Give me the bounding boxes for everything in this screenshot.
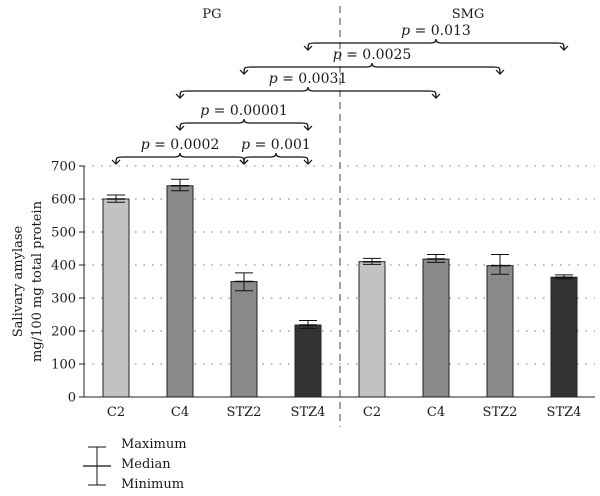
y-axis-label-line-1: Salivary amylase <box>11 225 26 337</box>
y-tick-label-700: 700 <box>51 160 76 175</box>
error-bars <box>107 178 573 329</box>
x-tick-label-7: STZ4 <box>547 405 582 420</box>
comparison-bracket-0: p = 0.0002 <box>111 137 249 165</box>
p-value-label-0: p = 0.0002 <box>141 137 220 153</box>
comparison-bracket-2: p = 0.00001 <box>175 103 313 131</box>
y-tick-label-300: 300 <box>51 292 76 307</box>
bar-3-stz4 <box>294 324 322 398</box>
p-value-label-2: p = 0.00001 <box>200 103 288 119</box>
significance-brackets: p = 0.0002 p = 0.001 p = 0.00001 p = 0.0031… <box>111 23 569 165</box>
x-tick-label-3: STZ4 <box>291 405 326 420</box>
error-bar-7 <box>555 274 573 280</box>
comparison-bracket-3: p = 0.0031 <box>175 71 441 99</box>
x-tick-label-4: C2 <box>363 405 381 420</box>
p-value-label-5: p = 0.013 <box>401 23 471 39</box>
bar-6-stz2 <box>486 265 514 398</box>
legend-error-bar-key <box>83 446 111 486</box>
comparison-bracket-5: p = 0.013 <box>303 23 569 51</box>
error-bar-2 <box>235 272 253 292</box>
bar-1-c4 <box>166 185 194 398</box>
x-tick-label-2: STZ2 <box>227 405 262 420</box>
legend-maximum: Maximum <box>121 437 187 452</box>
bars <box>102 185 578 398</box>
group-label-smg: SMG <box>452 7 485 22</box>
axis-labels: 0 100 200 300 400 500 600 700 PG SMG C2 C4 STZ2 STZ4 C… <box>11 7 581 420</box>
group-label-pg: PG <box>202 7 221 22</box>
y-tick-label-400: 400 <box>51 259 76 274</box>
y-tick-label-0: 0 <box>68 391 76 406</box>
p-value-label-3: p = 0.0031 <box>269 71 348 87</box>
axes <box>79 6 595 427</box>
x-tick-label-5: C4 <box>427 405 445 420</box>
y-tick-label-100: 100 <box>51 358 76 373</box>
y-axis-label-line-2: mg/100 mg total protein <box>30 200 45 362</box>
x-tick-label-1: C4 <box>171 405 189 420</box>
error-bar-0 <box>107 194 125 203</box>
legend: Maximum Median Minimum <box>83 437 187 492</box>
bar-5-c4 <box>422 258 450 398</box>
error-bar-6 <box>491 253 509 275</box>
comparison-bracket-4: p = 0.0025 <box>239 47 505 75</box>
legend-minimum: Minimum <box>121 477 184 492</box>
bar-0-c2 <box>102 198 130 398</box>
bar-4-c2 <box>358 261 386 398</box>
p-value-label-4: p = 0.0025 <box>333 47 412 63</box>
error-bar-4 <box>363 257 381 265</box>
comparison-bracket-1: p = 0.001 <box>239 137 313 165</box>
bar-2-stz2 <box>230 281 258 398</box>
y-tick-label-500: 500 <box>51 226 76 241</box>
error-bar-5 <box>427 253 445 263</box>
error-bar-1 <box>171 178 189 192</box>
x-tick-label-0: C2 <box>107 405 125 420</box>
legend-median: Median <box>121 457 171 472</box>
error-bar-3 <box>299 319 317 329</box>
x-tick-label-6: STZ2 <box>483 405 518 420</box>
y-tick-label-600: 600 <box>51 193 76 208</box>
bar-7-stz4 <box>550 276 578 398</box>
y-tick-label-200: 200 <box>51 325 76 340</box>
p-value-label-1: p = 0.001 <box>241 137 311 153</box>
